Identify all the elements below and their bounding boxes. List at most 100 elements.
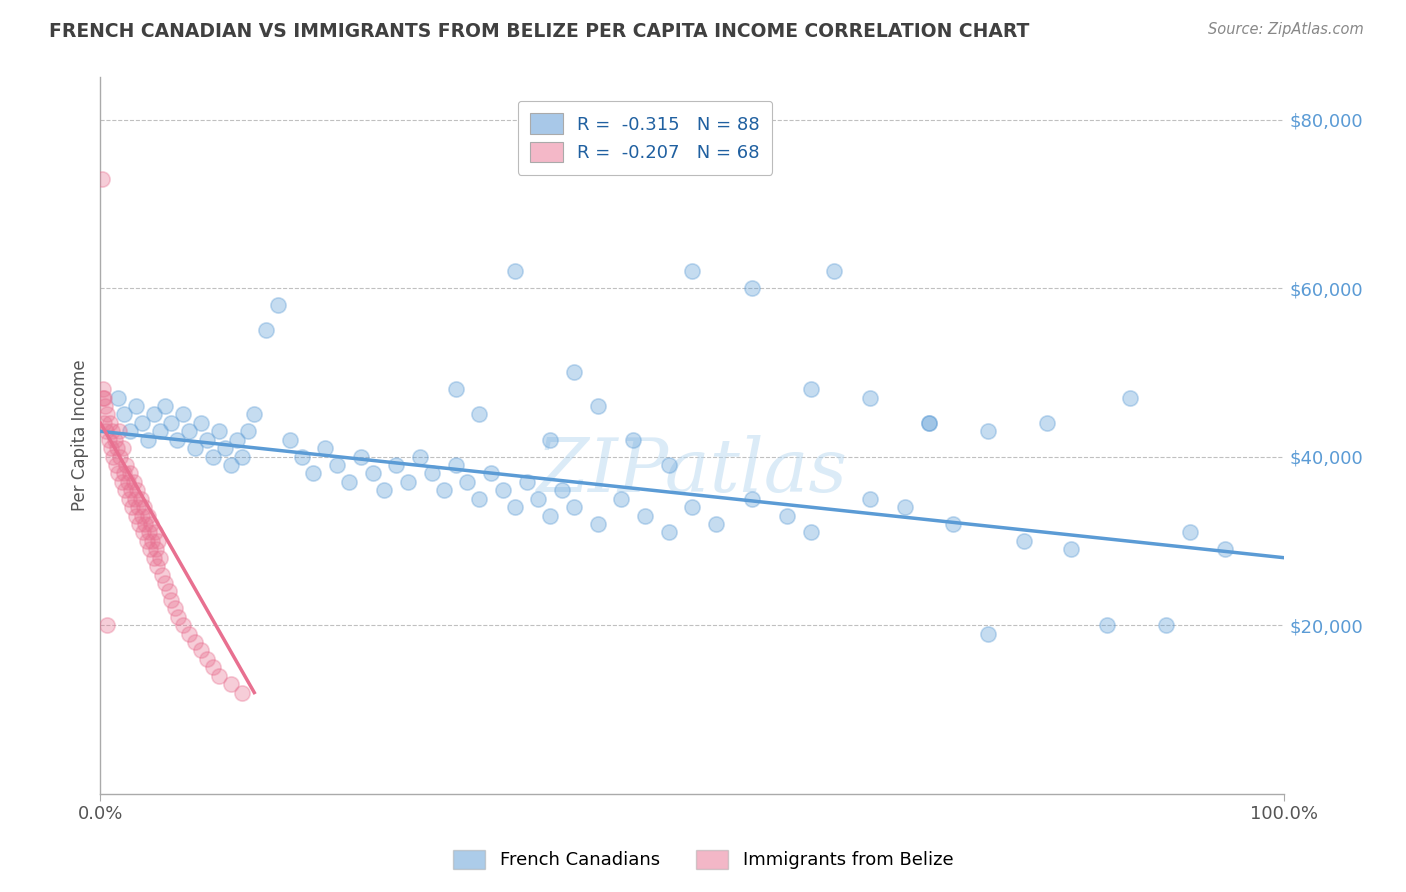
Point: [122, 475, 145, 489]
Point: [396, 475, 419, 489]
Point: [977, 425, 1000, 439]
Point: [100, 441, 122, 455]
Point: [468, 491, 491, 506]
Point: [350, 450, 373, 464]
Point: [163, 601, 186, 615]
Legend: French Canadians, Immigrants from Belize: French Canadians, Immigrants from Belize: [444, 841, 962, 879]
Point: [179, 626, 201, 640]
Point: [254, 323, 277, 337]
Point: [1095, 618, 1118, 632]
Point: [314, 441, 336, 455]
Point: [942, 516, 965, 531]
Point: [172, 618, 194, 632]
Point: [681, 264, 703, 278]
Point: [155, 399, 177, 413]
Point: [148, 533, 170, 548]
Point: [160, 416, 183, 430]
Point: [800, 382, 823, 396]
Point: [444, 382, 467, 396]
Point: [219, 458, 242, 472]
Point: [238, 425, 260, 439]
Point: [184, 441, 207, 455]
Point: [503, 264, 526, 278]
Point: [105, 441, 128, 455]
Point: [148, 550, 170, 565]
Point: [219, 677, 242, 691]
Point: [918, 416, 941, 430]
Point: [456, 475, 478, 489]
Point: [231, 450, 253, 464]
Point: [586, 399, 609, 413]
Point: [138, 525, 160, 540]
Point: [110, 450, 132, 464]
Point: [385, 458, 408, 472]
Point: [894, 500, 917, 515]
Point: [1012, 533, 1035, 548]
Point: [142, 550, 165, 565]
Point: [155, 576, 177, 591]
Legend: R =  -0.315   N = 88, R =  -0.207   N = 68: R = -0.315 N = 88, R = -0.207 N = 68: [517, 101, 772, 175]
Point: [1178, 525, 1201, 540]
Point: [409, 450, 432, 464]
Point: [103, 450, 125, 464]
Point: [479, 467, 502, 481]
Point: [373, 483, 395, 498]
Point: [96, 408, 118, 422]
Point: [231, 685, 253, 699]
Point: [201, 660, 224, 674]
Point: [859, 391, 882, 405]
Point: [111, 475, 134, 489]
Point: [125, 483, 148, 498]
Point: [918, 416, 941, 430]
Point: [243, 408, 266, 422]
Point: [823, 264, 845, 278]
Text: Source: ZipAtlas.com: Source: ZipAtlas.com: [1208, 22, 1364, 37]
Point: [118, 491, 141, 506]
Point: [492, 483, 515, 498]
Point: [538, 433, 561, 447]
Point: [148, 425, 170, 439]
Point: [112, 408, 135, 422]
Point: [134, 500, 156, 515]
Point: [142, 408, 165, 422]
Point: [195, 433, 218, 447]
Point: [115, 458, 138, 472]
Y-axis label: Per Capita Income: Per Capita Income: [72, 359, 89, 511]
Point: [103, 433, 125, 447]
Point: [621, 433, 644, 447]
Point: [101, 425, 124, 439]
Point: [132, 525, 155, 540]
Point: [527, 491, 550, 506]
Point: [136, 433, 159, 447]
Point: [610, 491, 633, 506]
Point: [96, 425, 118, 439]
Point: [114, 483, 136, 498]
Point: [93, 391, 115, 405]
Point: [291, 450, 314, 464]
Point: [1060, 542, 1083, 557]
Point: [326, 458, 349, 472]
Point: [131, 508, 153, 523]
Point: [776, 508, 799, 523]
Point: [167, 609, 190, 624]
Point: [190, 643, 212, 657]
Point: [150, 567, 173, 582]
Point: [141, 516, 163, 531]
Point: [146, 559, 169, 574]
Point: [658, 458, 681, 472]
Point: [136, 508, 159, 523]
Point: [135, 533, 157, 548]
Point: [108, 425, 131, 439]
Point: [195, 652, 218, 666]
Point: [128, 516, 150, 531]
Point: [91, 391, 114, 405]
Point: [538, 508, 561, 523]
Point: [94, 399, 117, 413]
Point: [278, 433, 301, 447]
Point: [125, 508, 148, 523]
Point: [859, 491, 882, 506]
Point: [93, 416, 115, 430]
Point: [129, 491, 152, 506]
Point: [201, 450, 224, 464]
Point: [143, 525, 166, 540]
